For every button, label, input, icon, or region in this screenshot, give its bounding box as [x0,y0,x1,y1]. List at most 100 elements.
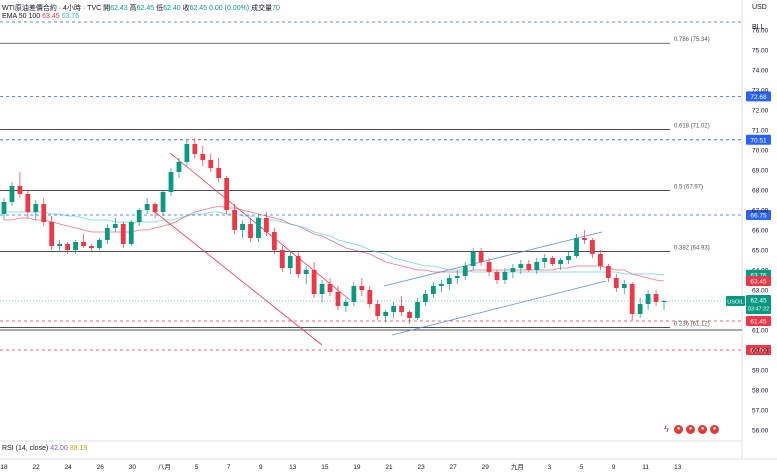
candle-body [1,202,7,214]
level-price-tag [746,91,771,102]
symbol-tag [726,296,745,306]
x-tick-label: 5 [580,464,584,471]
candle-body [478,252,484,262]
uptrend-line-upper [383,231,603,287]
time-axis[interactable]: 18 22 24 26 30 八月 5 7 9 13 15 19 21 23 27 29 九月 3 5 9 11 13 [0,462,681,471]
trend-channels [154,152,607,346]
y-tick-label: 57.00 [752,408,769,415]
candle-body [566,256,571,260]
candle-body [287,256,293,268]
rsi-value: 42.00 [50,445,68,452]
candle-body [399,306,404,312]
candle-body [550,258,556,264]
x-tick-label: 11 [642,464,649,471]
candle-body [526,264,532,270]
candle-body [367,290,373,304]
x-tick-label: 18 [0,464,8,471]
rsi-legend[interactable]: RSI (14, close) 42.00 38.19 [2,445,87,452]
candle-body [136,210,142,222]
candle-body [184,144,190,162]
us-flag-icon[interactable]: ● [686,425,695,434]
candle-body [33,204,39,212]
candle-body [57,244,63,246]
candle-body [391,306,397,312]
candle-body [613,278,619,288]
us-flag-icon[interactable]: ● [710,425,719,434]
candle-body [279,250,285,268]
candle-body [574,238,579,256]
y-tick-label: 67.00 [752,208,769,215]
candle-body [271,232,277,250]
symbol-label: USOIL [727,300,744,306]
candle-body [470,252,476,266]
fib-level-label: 0.236 (61.12) [674,322,710,328]
us-flag-icon[interactable]: ● [698,425,707,434]
x-tick-label: 5 [195,464,199,471]
candle-body [97,240,102,248]
candle-body [661,301,667,302]
candle-body [160,192,166,212]
price-tag-label: 63.76 [750,272,767,279]
y-tick-label: 65.00 [752,248,769,255]
y-tick-label: 70.00 [752,148,769,155]
x-tick-label: 九月 [511,462,524,471]
unit-label: BLL [752,24,765,31]
candle-body [248,224,253,238]
candle-body [112,224,118,228]
y-tick-label: 72.00 [752,108,769,115]
candle-body [558,260,564,264]
level-price-label: 70.51 [750,137,767,144]
candle-body [605,266,611,278]
symbol-title: WTI原油差價合約 · 4小時 · TVC [2,5,102,12]
price-axis[interactable]: 76.00 75.00 74.00 73.00 72.00 71.00 70.00 69.00… [752,28,769,435]
x-tick-label: 3 [548,464,552,471]
candle-body [542,258,548,262]
candle-body [446,278,452,284]
fib-level-label: 0.5 (67.97) [674,185,703,191]
rsi-label: RSI (14, close) [2,445,49,452]
uptrend-line-lower [391,280,607,336]
candle-body [502,272,508,280]
candle-body [645,294,651,304]
volume-value: 70 [272,5,280,12]
level-price-tag [746,134,771,145]
y-tick-label: 66.00 [752,228,769,235]
level-price-label: 72.68 [750,94,767,101]
fibonacci-levels: 0.786 (75.34) 0.618 (71.02) 0.5 (67.97) 0.3… [0,37,710,328]
ema50-value: 63.45 [42,13,60,20]
volume-label: 成交量 [251,5,273,12]
candle-body [144,204,150,210]
ema100-value: 63.76 [61,13,80,20]
candle-body [49,222,55,246]
x-tick-label: 13 [674,464,682,471]
currency-label: USD [752,4,767,11]
price-tag [746,276,771,286]
candle-body [598,254,603,266]
candle-body [128,222,134,244]
y-tick-label: 68.00 [752,188,769,195]
ema-legend[interactable]: EMA 50 100 63.45 63.76 [2,13,79,20]
ema100-line [4,211,665,276]
level-price-label: 66.75 [750,213,767,220]
low-label: 低 [156,5,164,12]
lightning-icon[interactable]: ϟ [662,425,671,434]
level-price-tag [746,316,771,326]
x-tick-label: 13 [289,464,297,471]
y-tick-label: 76.00 [752,28,769,35]
x-tick-label: 29 [482,464,490,471]
us-flag-icon[interactable]: ● [674,425,683,434]
countdown-label: 03:47:22 [748,307,769,313]
price-tag-label: 63.45 [750,279,767,286]
candle-body [423,294,428,302]
candlestick-series [1,138,667,324]
y-tick-label: 56.00 [752,428,769,435]
y-tick-label: 75.00 [752,48,769,55]
y-tick-label: 60.00 [752,348,769,355]
candle-body [192,144,198,154]
candle-body [383,312,389,316]
candle-body [351,286,357,302]
candle-body [25,194,31,212]
chart-header: WTI原油差價合約 · 4小時 · TVC 開62.43 高62.45 低62.… [2,3,280,13]
downtrend-line-lower [154,211,323,346]
